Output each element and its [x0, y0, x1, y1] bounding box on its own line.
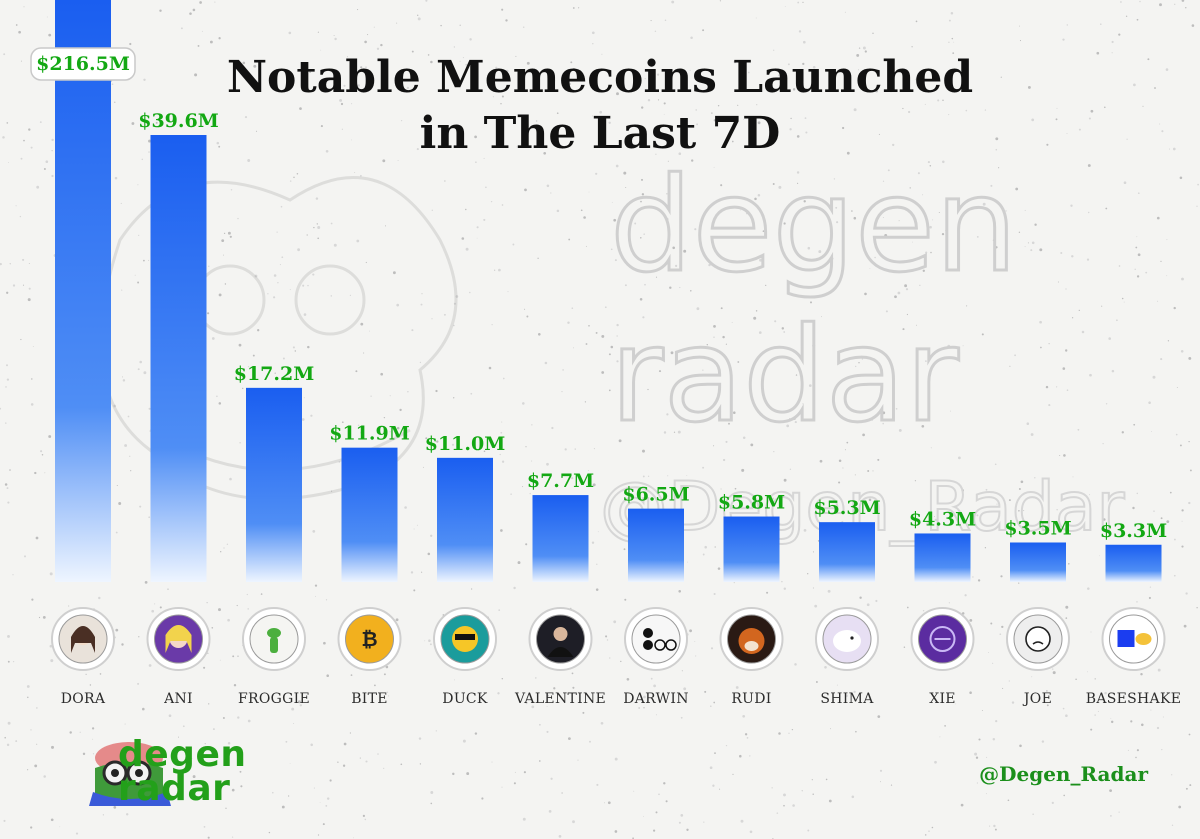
- value-label-duck: $11.0M: [425, 433, 506, 455]
- girl-avatar-icon: [51, 607, 115, 671]
- value-label-bite: $11.9M: [329, 423, 410, 445]
- logo-wordmark: degen radar: [118, 734, 247, 809]
- value-label-froggie: $17.2M: [234, 363, 315, 385]
- logo-wordmark-line-1: degen: [118, 734, 247, 775]
- value-label-ani: $39.6M: [138, 110, 219, 132]
- category-label-joe: JOE: [1022, 691, 1052, 707]
- man-portrait-icon: [528, 607, 593, 671]
- category-label-xie: XIE: [929, 691, 956, 707]
- value-label-darwin: $6.5M: [622, 484, 689, 506]
- bar-valentine: [532, 495, 589, 582]
- bar-bite: [341, 447, 398, 582]
- value-label-rudi: $5.8M: [718, 492, 785, 514]
- degen-radar-logo-icon: [89, 742, 171, 806]
- bitcoin-icon: ₿: [337, 607, 402, 671]
- frog-icon: [242, 607, 306, 671]
- bar-baseshake: [1105, 544, 1162, 582]
- hand-shake-icon: [1101, 607, 1166, 671]
- category-label-valentine: VALENTINE: [514, 691, 606, 707]
- category-label-bite: BITE: [351, 691, 388, 707]
- chart-title-line-1: Notable Memecoins Launched: [226, 52, 974, 103]
- bar-froggie: [246, 387, 302, 582]
- value-label-shima: $5.3M: [813, 497, 880, 519]
- category-label-shima: SHIMA: [820, 691, 874, 707]
- bar-duck: [437, 457, 493, 582]
- value-label-xie: $4.3M: [909, 508, 976, 530]
- bar-joe: [1010, 542, 1066, 582]
- category-label-froggie: FROGGIE: [238, 691, 310, 707]
- twitter-handle: @Degen_Radar: [979, 762, 1148, 786]
- value-label-joe: $3.5M: [1004, 517, 1071, 539]
- bar-rudi: [723, 516, 780, 582]
- duck-icon: [433, 607, 497, 671]
- chart-title-line-2: in The Last 7D: [419, 108, 781, 159]
- bar-xie: [914, 533, 971, 582]
- value-label-baseshake: $3.3M: [1100, 520, 1167, 542]
- bar-darwin: [628, 508, 684, 582]
- chart-title: Notable Memecoins Launched in The Last 7…: [180, 50, 1020, 162]
- bar-shima: [819, 522, 875, 582]
- category-label-ani: ANI: [163, 691, 193, 707]
- logo-wordmark-line-2: radar: [118, 768, 231, 809]
- category-label-dora: DORA: [61, 691, 106, 707]
- category-label-baseshake: BASESHAKE: [1086, 691, 1182, 707]
- value-label-valentine: $7.7M: [527, 470, 594, 492]
- dots-logo-icon: [624, 607, 688, 671]
- value-label-box-dora: [30, 47, 136, 81]
- bar-dora: [55, 0, 111, 582]
- category-label-rudi: RUDI: [731, 691, 771, 707]
- value-label-dora: $216.5M: [36, 53, 130, 75]
- doodle-face-icon: [1006, 607, 1070, 671]
- category-label-duck: DUCK: [442, 691, 488, 707]
- purple-emblem-icon: [910, 607, 975, 671]
- bird-icon: [815, 607, 879, 671]
- bar-ani: [150, 135, 207, 582]
- anime-girl-icon: [146, 607, 211, 671]
- category-label-darwin: DARWIN: [623, 691, 689, 707]
- svg-text:₿: ₿: [361, 627, 377, 651]
- red-panda-icon: [719, 607, 784, 671]
